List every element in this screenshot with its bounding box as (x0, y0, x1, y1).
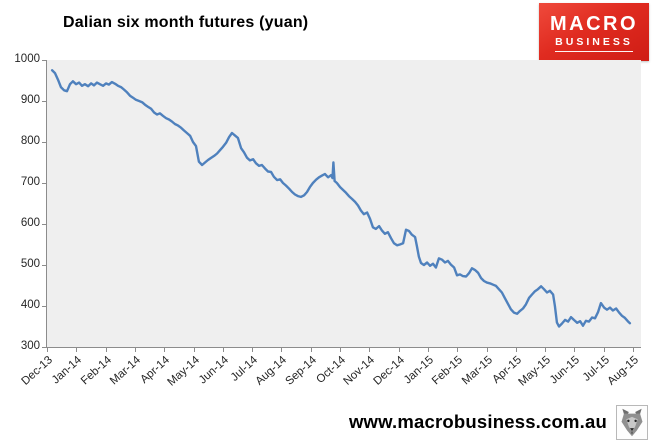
y-axis-label: 800 (20, 135, 40, 147)
x-axis-tick (105, 348, 107, 352)
x-axis-tick (603, 348, 605, 352)
x-axis-tick (340, 348, 341, 352)
price-chart: 1000 900 800 700 600 500 400 300 Dec-13 Jan-14 Feb… (14, 53, 641, 389)
y-axis-tick (42, 265, 46, 266)
y-axis-tick (42, 60, 46, 61)
x-axis-tick (252, 348, 254, 352)
y-axis-tick (42, 101, 46, 102)
x-axis-tick (134, 348, 136, 352)
y-axis-tick (42, 183, 46, 184)
x-axis-tick (515, 348, 517, 352)
logo-macro-text: MACRO (549, 12, 639, 35)
y-axis-tick (42, 347, 46, 348)
x-axis-tick (164, 348, 166, 352)
y-axis-label: 500 (20, 258, 40, 270)
x-axis-tick (281, 348, 283, 352)
x-axis-tick (76, 348, 78, 352)
x-axis-tick (486, 348, 488, 352)
y-axis-tick (42, 306, 46, 307)
x-axis-tick (457, 348, 459, 352)
y-axis-label: 300 (20, 340, 40, 352)
x-axis-tick (310, 348, 312, 352)
y-axis-label: 600 (20, 217, 40, 229)
footer-url: www.macrobusiness.com.au (348, 411, 607, 432)
price-line (50, 69, 632, 328)
wolf-icon (616, 404, 648, 440)
x-axis-tick (193, 348, 195, 352)
x-axis-tick (545, 348, 547, 352)
y-axis-label: 700 (20, 176, 40, 188)
price-line-svg (50, 69, 632, 328)
y-axis-tick (42, 224, 46, 225)
x-axis-tick (633, 348, 634, 352)
macrobusiness-logo: MACRO BUSINESS (539, 3, 649, 61)
x-axis-tick (47, 348, 48, 352)
y-axis-label: 1000 (14, 53, 40, 65)
x-axis-tick (222, 348, 224, 352)
x-axis-tick (369, 348, 371, 352)
y-axis-label: 900 (20, 94, 40, 106)
logo-business-text: BUSINESS (555, 35, 633, 52)
y-axis-tick (42, 142, 46, 143)
x-axis-tick (398, 348, 400, 352)
chart-title: Dalian six month futures (yuan) (63, 14, 309, 31)
footer: www.macrobusiness.com.au (0, 403, 648, 441)
y-axis-label: 400 (20, 299, 40, 311)
x-axis-tick (574, 348, 576, 352)
plot-area (46, 60, 641, 348)
wolf-icon-glyph (621, 408, 643, 436)
x-axis-tick (427, 348, 429, 352)
